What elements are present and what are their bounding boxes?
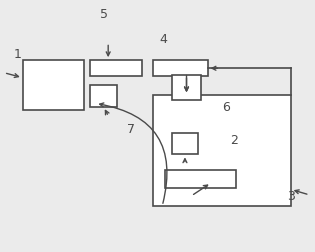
Text: 1: 1: [14, 48, 22, 61]
Bar: [172, 134, 198, 155]
FancyArrowPatch shape: [100, 104, 167, 204]
Bar: [153, 96, 291, 206]
Bar: [23, 61, 84, 111]
Text: 7: 7: [127, 122, 135, 135]
Bar: [165, 170, 236, 189]
Bar: [172, 76, 201, 101]
Bar: [90, 86, 117, 107]
Bar: [153, 61, 208, 77]
Text: 6: 6: [223, 101, 231, 114]
Text: 2: 2: [230, 133, 238, 146]
Text: 3: 3: [287, 190, 295, 203]
Text: 5: 5: [100, 8, 108, 21]
Bar: [90, 61, 142, 77]
Text: 4: 4: [160, 33, 168, 46]
